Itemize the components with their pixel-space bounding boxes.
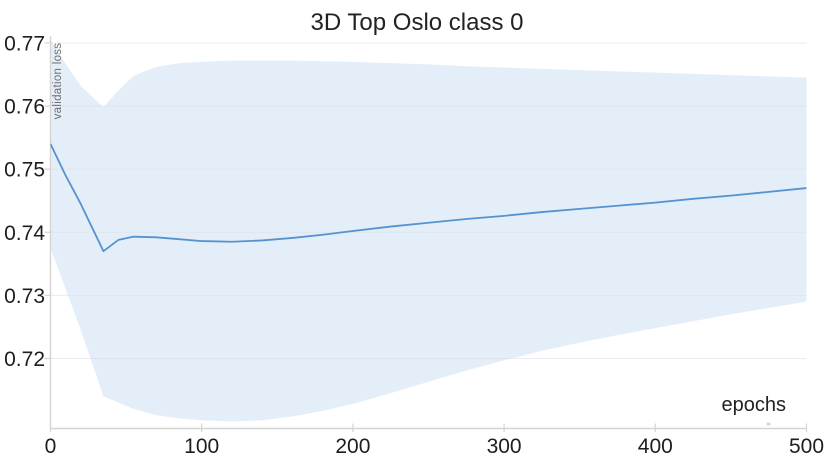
y-tick-label: 0.77	[4, 32, 45, 55]
y-tick-labels: 0.77 0.76 0.75 0.74 0.73 0.72	[4, 32, 45, 371]
x-tick-label: 200	[335, 435, 370, 458]
x-axis-label: epochs	[722, 394, 787, 416]
y-tick-label: 0.75	[4, 159, 45, 182]
y-tick-label: 0.72	[4, 348, 45, 371]
gridlines	[50, 42, 807, 359]
cursor-dot	[766, 422, 771, 426]
confidence-band	[50, 39, 807, 422]
mean-loss-line	[50, 143, 807, 253]
y-tick-label: 0.76	[4, 96, 45, 119]
chart-title: 3D Top Oslo class 0	[311, 9, 524, 36]
axis-tick-marks	[44, 42, 808, 432]
x-tick-label: 300	[487, 435, 522, 458]
x-tick-label: 0	[45, 435, 57, 458]
x-tick-label: 500	[789, 435, 824, 458]
y-tick-label: 0.73	[4, 285, 45, 308]
confidence-band-area	[50, 39, 807, 422]
y-axis-label: validation loss	[52, 43, 64, 120]
y-tick-label: 0.74	[4, 222, 45, 245]
x-tick-label: 400	[638, 435, 673, 458]
x-tick-labels: 0 100 200 300 400 500	[45, 435, 824, 458]
mean-loss-path	[50, 143, 807, 253]
x-tick-label: 100	[184, 435, 219, 458]
